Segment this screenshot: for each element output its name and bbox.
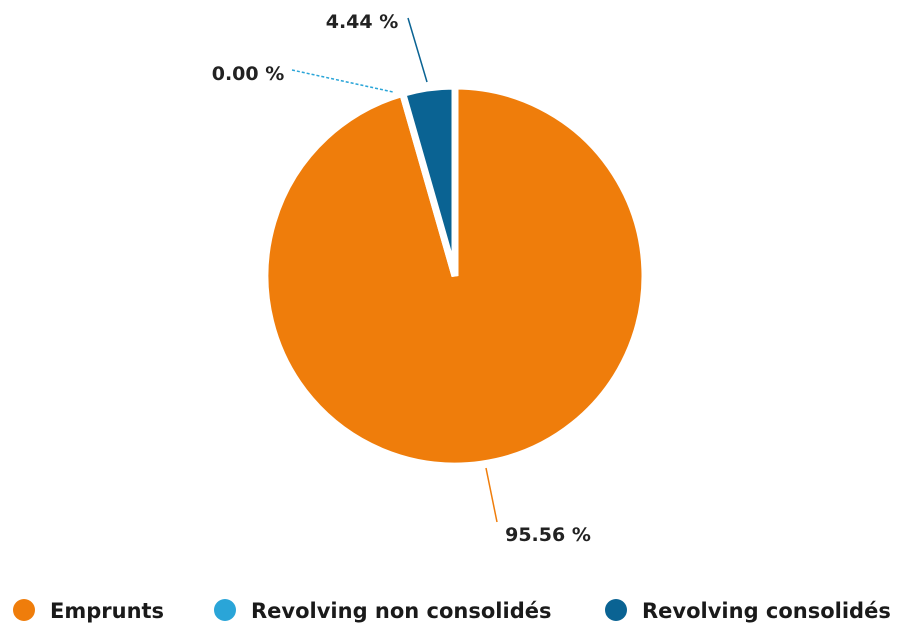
- leader-lines: [291, 17, 498, 523]
- pie-slices: [261, 82, 649, 470]
- legend-marker-revolving-non-consolides: [214, 599, 236, 621]
- legend: Emprunts Revolving non consolidés Revolvin…: [13, 599, 891, 623]
- data-label-emprunts: 95.56 %: [505, 524, 591, 546]
- legend-label-revolving-non-consolides: Revolving non consolidés: [251, 599, 551, 623]
- data-label-revolving-consolides: 4.44 %: [326, 11, 399, 33]
- legend-label-emprunts: Emprunts: [50, 599, 164, 623]
- leader-line-emprunts: [485, 467, 498, 523]
- leader-line-revolving-non-consolides: [291, 69, 394, 93]
- legend-marker-revolving-consolides: [605, 599, 627, 621]
- slice-labels: 95.56 % 0.00 % 4.44 %: [212, 11, 591, 546]
- pie-slice-revolving-consolides: [398, 82, 459, 277]
- leader-line-revolving-consolides: [407, 17, 428, 83]
- legend-label-revolving-consolides: Revolving consolidés: [642, 599, 891, 623]
- data-label-revolving-non-consolides: 0.00 %: [212, 63, 285, 85]
- legend-marker-emprunts: [13, 599, 35, 621]
